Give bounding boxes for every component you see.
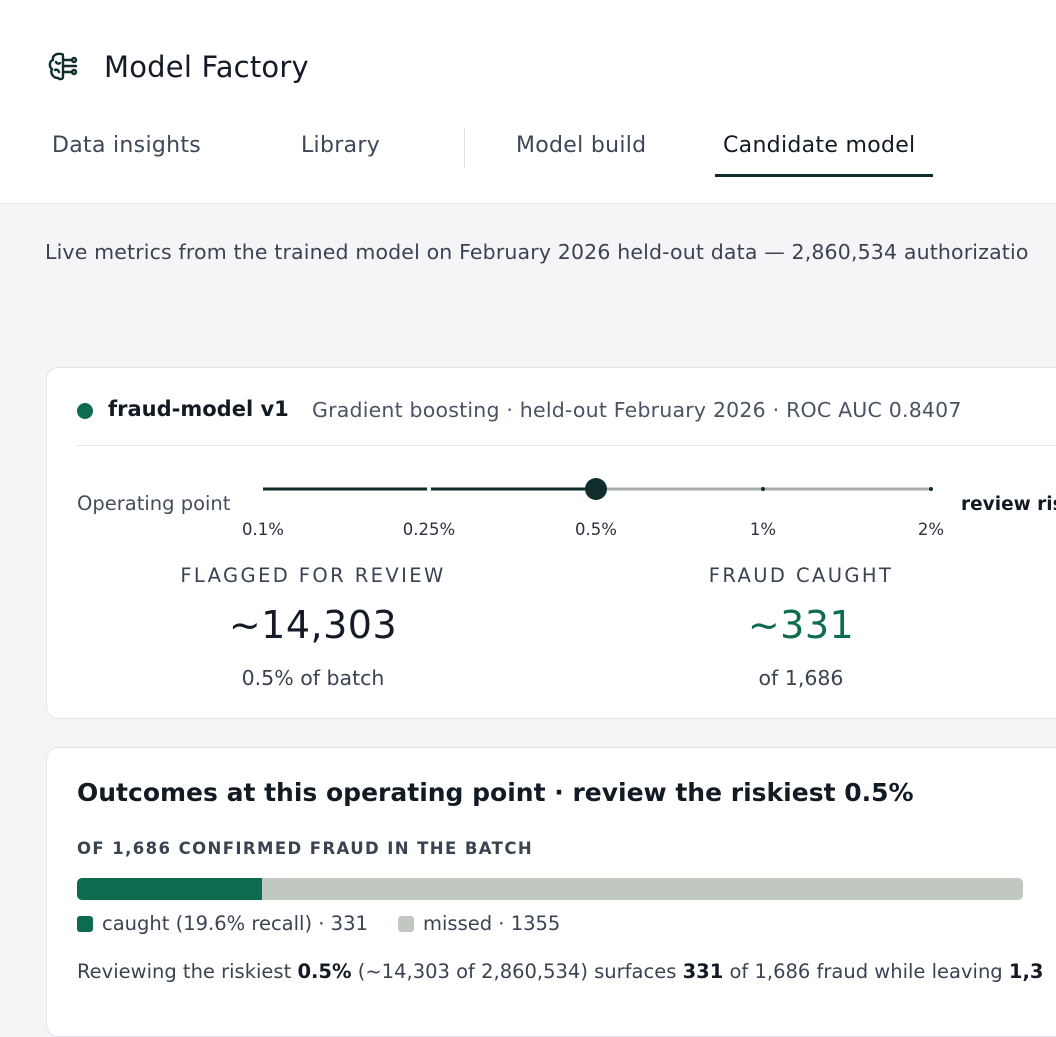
summary-bold: 0.5%	[297, 960, 352, 983]
summary-bold: 331	[682, 960, 724, 983]
active-tab-indicator	[715, 174, 933, 177]
outcomes-card: Outcomes at this operating point · revie…	[46, 747, 1056, 1037]
flagged-sub: 0.5% of batch	[241, 666, 385, 690]
app-header: Model Factory Data insights Library Mode…	[0, 0, 1056, 204]
flagged-label: FLAGGED FOR REVIEW	[180, 564, 446, 587]
recall-bar-caught	[77, 878, 263, 900]
tick-label: 1%	[749, 520, 777, 539]
caught-label: FRAUD CAUGHT	[708, 564, 894, 587]
legend-swatch-missed	[398, 915, 414, 932]
slider-thumb	[585, 478, 607, 500]
operating-point-label: Operating point	[77, 492, 231, 515]
operating-point-slider[interactable]	[47, 368, 1056, 568]
summary-text: of 1,686 fraud while leaving	[723, 960, 1009, 983]
app-title: Model Factory	[104, 50, 309, 84]
caught-sub: of 1,686	[758, 666, 844, 690]
slider-stop-dot	[427, 487, 431, 491]
intro-text: Live metrics from the trained model on F…	[45, 240, 1029, 264]
flagged-value: ~14,303	[228, 603, 398, 647]
slider-stop-dot	[929, 487, 933, 491]
recall-bar	[77, 878, 1023, 900]
legend-caught-label: caught (19.6% recall) · 331	[102, 912, 368, 935]
summary-text: Reviewing the riskiest	[77, 960, 298, 983]
tick-label: 0.1%	[242, 520, 284, 539]
outcomes-subtitle: OF 1,686 CONFIRMED FRAUD IN THE BATCH	[77, 839, 534, 858]
model-name: fraud-model v1	[108, 397, 289, 421]
tick-label: 0.5%	[575, 520, 617, 539]
legend-caught: caught (19.6% recall) · 331	[77, 912, 368, 935]
card-divider	[77, 445, 1056, 446]
tick-label: 2%	[917, 520, 945, 539]
outcomes-summary: Reviewing the riskiest 0.5% (~14,303 of …	[77, 960, 1043, 983]
legend-missed-label: missed · 1355	[423, 912, 561, 935]
tab-library[interactable]: Library	[301, 133, 381, 158]
tab-data-insights[interactable]: Data insights	[52, 133, 202, 158]
brain-circuit-icon	[46, 48, 82, 84]
tab-model-build[interactable]: Model build	[516, 133, 647, 158]
slider-stop-dot	[761, 487, 765, 491]
model-meta: Gradient boosting · held-out February 20…	[312, 398, 962, 422]
tab-candidate-model[interactable]: Candidate model	[723, 133, 916, 158]
model-status-dot	[77, 403, 93, 419]
tab-divider	[464, 128, 465, 168]
outcomes-title: Outcomes at this operating point · revie…	[77, 778, 914, 807]
tick-label: 0.25%	[402, 520, 456, 539]
model-card: fraud-model v1 Gradient boosting · held-…	[46, 367, 1056, 719]
brand: Model Factory	[46, 46, 309, 86]
caught-value: ~331	[747, 603, 855, 647]
review-risk-label: review ris	[961, 494, 1056, 515]
legend-swatch-caught	[77, 915, 93, 932]
summary-bold: 1,3	[1008, 960, 1044, 983]
legend-missed: missed · 1355	[398, 912, 560, 935]
summary-text: (~14,303 of 2,860,534) surfaces	[351, 960, 683, 983]
